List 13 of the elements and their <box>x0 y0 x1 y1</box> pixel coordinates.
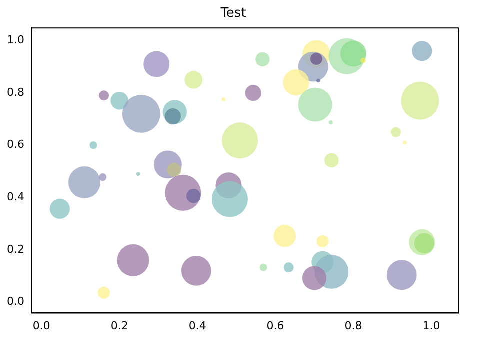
x-tick-label: 0.0 <box>32 319 50 332</box>
y-tick-label: 1.0 <box>6 34 24 47</box>
x-tick-label: 0.2 <box>110 319 128 332</box>
chart-title: Test <box>220 6 246 22</box>
y-tick-label: 0.8 <box>6 86 24 99</box>
x-tick-label: 1.0 <box>422 319 440 332</box>
y-tick-label: 0.4 <box>6 190 24 204</box>
x-tick-label: 0.4 <box>188 319 206 332</box>
x-tick-label: 0.8 <box>344 319 362 332</box>
x-tick-label: 0.6 <box>266 319 284 332</box>
y-tick-label: 0.0 <box>6 295 24 308</box>
y-tick-label: 0.6 <box>6 138 24 152</box>
y-tick-label: 0.2 <box>6 242 24 256</box>
